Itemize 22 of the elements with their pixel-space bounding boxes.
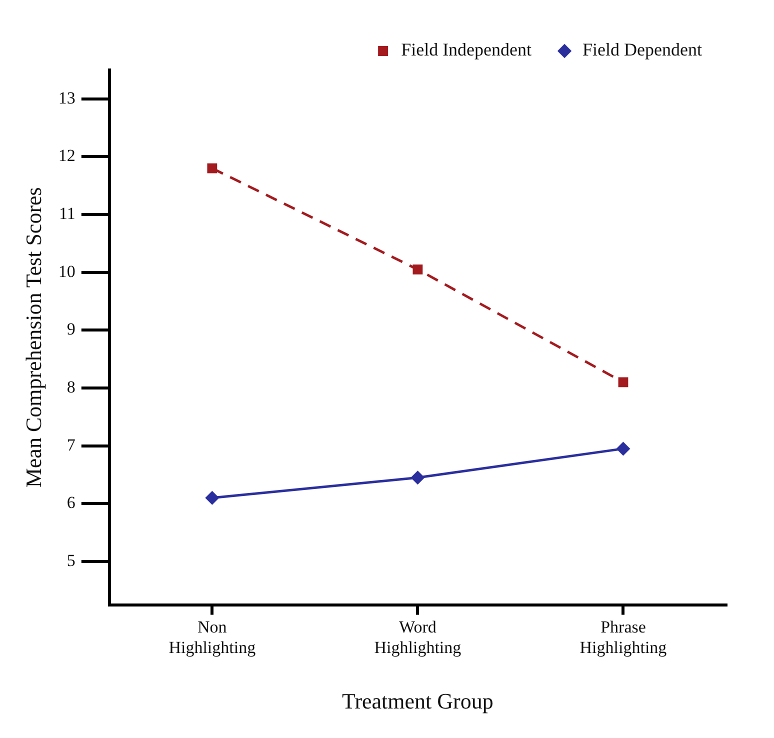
legend-label: Field Independent [401, 40, 532, 60]
y-tick-label: 9 [66, 320, 76, 339]
y-tick-label: 8 [66, 377, 76, 396]
point [207, 163, 218, 174]
x-tick-label: Non Highlighting [168, 617, 256, 657]
y-tick-label: 11 [59, 204, 76, 224]
x-axis-title: Treatment Group [342, 688, 494, 714]
legend-label: Field Dependent [582, 40, 702, 60]
point [205, 490, 220, 505]
y-tick-label: 10 [58, 262, 76, 281]
y-tick-label: 7 [66, 435, 76, 454]
x-tick-label: Phrase Highlighting [580, 617, 668, 657]
y-tick-label: 6 [66, 493, 76, 512]
y-tick-label: 13 [58, 88, 76, 108]
y-tick-label: 5 [66, 550, 76, 570]
point [616, 442, 630, 456]
y-tick-label: 12 [58, 146, 76, 166]
point [410, 470, 425, 485]
x-tick-label: Word Highlighting [374, 617, 462, 657]
y-axis-title: Mean Comprehension Test Scores [20, 187, 46, 488]
point [618, 377, 628, 388]
point [412, 264, 423, 274]
